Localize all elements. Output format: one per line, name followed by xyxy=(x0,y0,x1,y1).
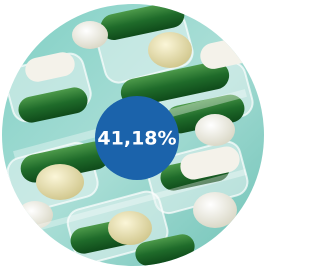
pill-photo-roundel: 41,18% xyxy=(0,0,266,269)
badge-label: 41,18% xyxy=(97,128,176,150)
page: {"badge": {"label": "41,18%"}} xyxy=(0,0,266,269)
